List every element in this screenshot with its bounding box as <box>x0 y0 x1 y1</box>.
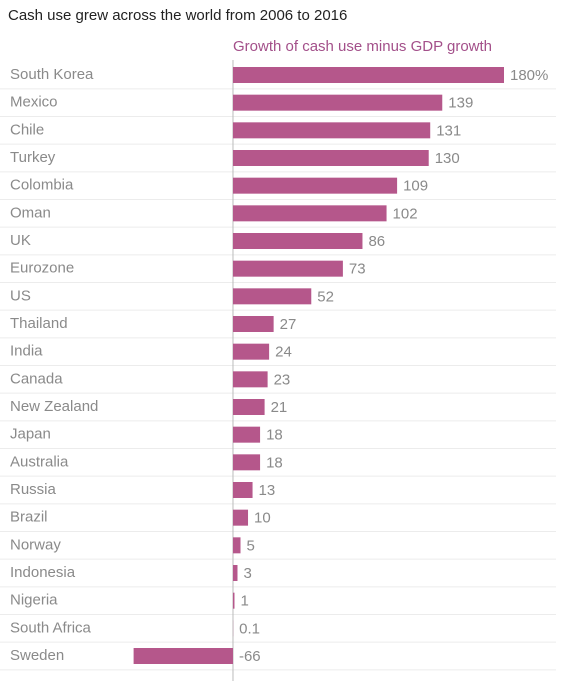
category-label: Oman <box>10 204 51 221</box>
value-label: 21 <box>271 399 288 416</box>
bar <box>232 509 249 526</box>
value-label: 0.1 <box>239 620 260 637</box>
value-label: 86 <box>368 233 385 250</box>
value-label: 73 <box>349 261 366 278</box>
category-label: Mexico <box>10 94 58 111</box>
bar <box>232 150 429 166</box>
category-label: Norway <box>10 536 61 553</box>
value-label: 102 <box>393 205 418 222</box>
category-label: Nigeria <box>10 592 58 609</box>
bar <box>232 67 504 83</box>
category-label: Turkey <box>10 149 56 166</box>
category-label: US <box>10 287 31 304</box>
value-label: 131 <box>436 122 461 139</box>
value-label: 10 <box>254 510 271 527</box>
bar <box>232 565 238 581</box>
category-label: Eurozone <box>10 260 74 277</box>
bar <box>232 343 270 360</box>
bar <box>232 316 274 332</box>
bar <box>232 122 431 139</box>
bar <box>232 592 235 609</box>
bar <box>232 454 261 471</box>
chart-title: Cash use grew across the world from 2006… <box>8 7 347 24</box>
category-label: Thailand <box>10 315 68 332</box>
value-label: 5 <box>247 537 255 554</box>
category-label: Canada <box>10 370 63 387</box>
category-label: New Zealand <box>10 398 98 415</box>
value-label: 24 <box>275 344 292 361</box>
value-label: 18 <box>266 427 283 444</box>
bar <box>232 260 343 277</box>
bar <box>133 648 233 664</box>
bar <box>232 426 261 443</box>
value-label: 13 <box>259 482 276 499</box>
category-label: Japan <box>10 426 51 443</box>
bar <box>232 177 398 194</box>
bar <box>232 399 265 415</box>
bar <box>232 94 443 111</box>
value-label: 1 <box>240 593 248 610</box>
value-label: 3 <box>243 565 251 582</box>
value-label: 27 <box>280 316 297 333</box>
category-label: India <box>10 343 43 360</box>
value-label: 18 <box>266 454 283 471</box>
bar <box>232 205 387 222</box>
value-label: 52 <box>317 288 334 305</box>
category-label: Colombia <box>10 177 74 194</box>
value-label: 109 <box>403 178 428 195</box>
category-label: Brazil <box>10 509 48 526</box>
category-label: Indonesia <box>10 564 76 581</box>
category-label: Chile <box>10 121 44 138</box>
category-label: Russia <box>10 481 57 498</box>
category-label: Sweden <box>10 647 64 664</box>
series-label: Growth of cash use minus GDP growth <box>233 38 492 55</box>
value-label: 23 <box>274 371 291 388</box>
value-label: -66 <box>239 648 261 665</box>
category-label: Australia <box>10 453 69 470</box>
value-label: 180% <box>510 67 548 84</box>
category-label: UK <box>10 232 31 249</box>
value-label: 130 <box>435 150 460 167</box>
value-label: 139 <box>448 95 473 112</box>
category-label: South Korea <box>10 66 94 83</box>
bar <box>232 371 268 388</box>
bar <box>232 537 241 554</box>
bar <box>232 233 363 249</box>
bar <box>232 482 253 498</box>
category-label: South Africa <box>10 619 92 636</box>
bar <box>232 288 312 305</box>
